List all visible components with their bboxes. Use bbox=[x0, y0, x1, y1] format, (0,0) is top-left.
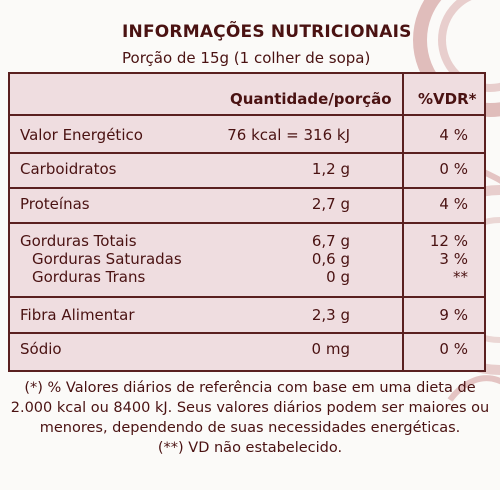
footnote-line: (**) VD não estabelecido. bbox=[157, 440, 343, 456]
divider bbox=[10, 152, 484, 154]
divider bbox=[10, 332, 484, 334]
nutrition-label: INFORMAÇÕES NUTRICIONAIS Porção de 15g (… bbox=[0, 22, 500, 458]
divider bbox=[10, 114, 484, 116]
footnote-line: (*) % Valores diários de referência com … bbox=[24, 380, 476, 396]
nutrition-table: Quantidade/porção %VDR* Valor Energético… bbox=[8, 72, 486, 372]
label-title: INFORMAÇÕES NUTRICIONAIS bbox=[122, 22, 412, 42]
divider bbox=[10, 187, 484, 189]
footnote-line: menores, dependendo de suas necessidades… bbox=[39, 420, 461, 436]
divider bbox=[10, 222, 484, 224]
footnote: (*) % Valores diários de referência com … bbox=[0, 378, 500, 458]
divider bbox=[10, 296, 484, 298]
header-quantity: Quantidade/porção bbox=[230, 90, 392, 108]
footnote-line: 2.000 kcal ou 8400 kJ. Seus valores diár… bbox=[10, 400, 490, 416]
header-dv: %VDR* bbox=[418, 90, 477, 108]
serving-size: Porção de 15g (1 colher de sopa) bbox=[122, 49, 371, 67]
